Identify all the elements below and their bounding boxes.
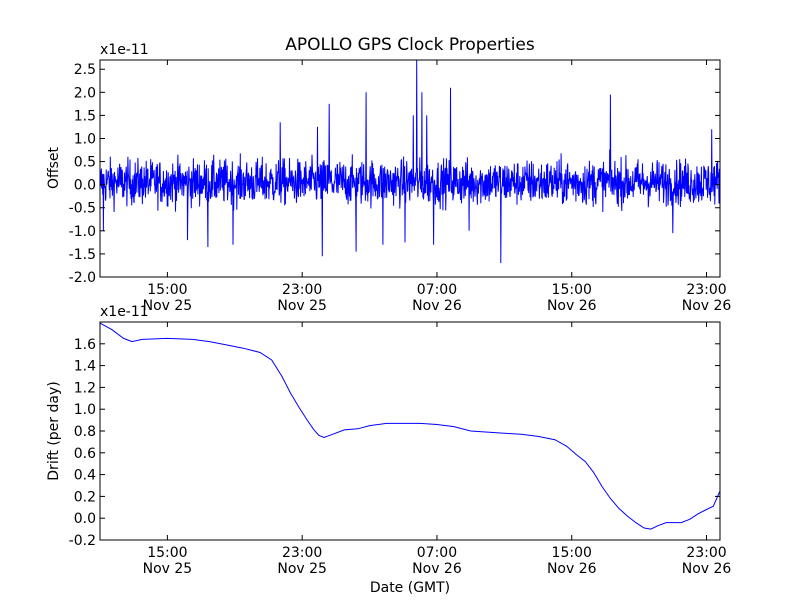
- x-tick-date-label: Nov 25: [277, 298, 327, 314]
- drift-x-axis-label: Date (GMT): [370, 580, 450, 596]
- y-tick-label: -0.2: [69, 533, 96, 549]
- drift-panel: x1e-11 Drift (per day) Date (GMT) -0.2 0.…: [46, 304, 731, 596]
- drift-plot-frame: [99, 321, 721, 541]
- y-tick-label: 0.5: [74, 155, 96, 171]
- y-tick-label: -0.5: [69, 201, 96, 217]
- drift-y-ticks: -0.2 0.0 0.2 0.4 0.6 0.8 1.0 1.2 1.4 1.6: [69, 337, 720, 549]
- x-tick-time-label: 07:00: [417, 282, 457, 298]
- y-tick-label: 2.5: [74, 62, 96, 78]
- offset-scale-label: x1e-11: [100, 42, 149, 58]
- offset-series-line: [99, 59, 721, 264]
- y-tick-label: -1.5: [69, 247, 96, 263]
- x-tick-time-label: 15:00: [552, 282, 592, 298]
- offset-panel: x1e-11 Offset -2.0 -1.5 -1.0 -0.5 0.0 0.5 1.0 1…: [46, 42, 731, 314]
- drift-series: [99, 322, 721, 530]
- y-tick-label: 0.0: [74, 511, 96, 527]
- x-tick-date-label: Nov 26: [682, 561, 732, 577]
- y-tick-label: -1.0: [69, 224, 96, 240]
- y-tick-label: 1.0: [74, 402, 96, 418]
- drift-scale-label: x1e-11: [100, 304, 149, 320]
- x-tick-date-label: Nov 26: [412, 298, 462, 314]
- y-tick-label: 0.2: [74, 489, 96, 505]
- x-tick-time-label: 23:00: [686, 282, 726, 298]
- x-tick-time-label: 23:00: [686, 545, 726, 561]
- x-tick-date-label: Nov 26: [412, 561, 462, 577]
- x-tick-time-label: 15:00: [147, 282, 187, 298]
- y-tick-label: 0.4: [74, 468, 96, 484]
- y-tick-label: 2.0: [74, 85, 96, 101]
- x-tick-time-label: 15:00: [147, 545, 187, 561]
- y-tick-label: 1.4: [74, 359, 96, 375]
- x-tick-time-label: 23:00: [282, 282, 322, 298]
- offset-plot-frame: [99, 59, 721, 278]
- x-tick-date-label: Nov 26: [547, 298, 597, 314]
- x-tick-time-label: 23:00: [282, 545, 322, 561]
- x-tick-time-label: 07:00: [417, 545, 457, 561]
- x-tick-date-label: Nov 26: [682, 298, 732, 314]
- x-tick-time-label: 15:00: [552, 545, 592, 561]
- x-tick-date-label: Nov 26: [547, 561, 597, 577]
- y-tick-label: 1.2: [74, 380, 96, 396]
- y-tick-label: 1.6: [74, 337, 96, 353]
- y-tick-label: 0.8: [74, 424, 96, 440]
- y-tick-label: 0.6: [74, 446, 96, 462]
- y-tick-label: 1.5: [74, 108, 96, 124]
- drift-y-axis-label: Drift (per day): [46, 381, 62, 480]
- offset-y-axis-label: Offset: [46, 146, 62, 189]
- x-tick-date-label: Nov 25: [143, 298, 193, 314]
- offset-series: [99, 59, 721, 264]
- chart-title: APOLLO GPS Clock Properties: [285, 35, 535, 55]
- y-tick-label: 0.0: [74, 178, 96, 194]
- y-tick-label: -2.0: [69, 270, 96, 286]
- x-tick-date-label: Nov 25: [143, 561, 193, 577]
- y-tick-label: 1.0: [74, 131, 96, 147]
- drift-series-line: [99, 322, 721, 530]
- offset-y-ticks: -2.0 -1.5 -1.0 -0.5 0.0 0.5 1.0 1.5 2.0 2.5: [69, 62, 720, 286]
- x-tick-date-label: Nov 25: [277, 561, 327, 577]
